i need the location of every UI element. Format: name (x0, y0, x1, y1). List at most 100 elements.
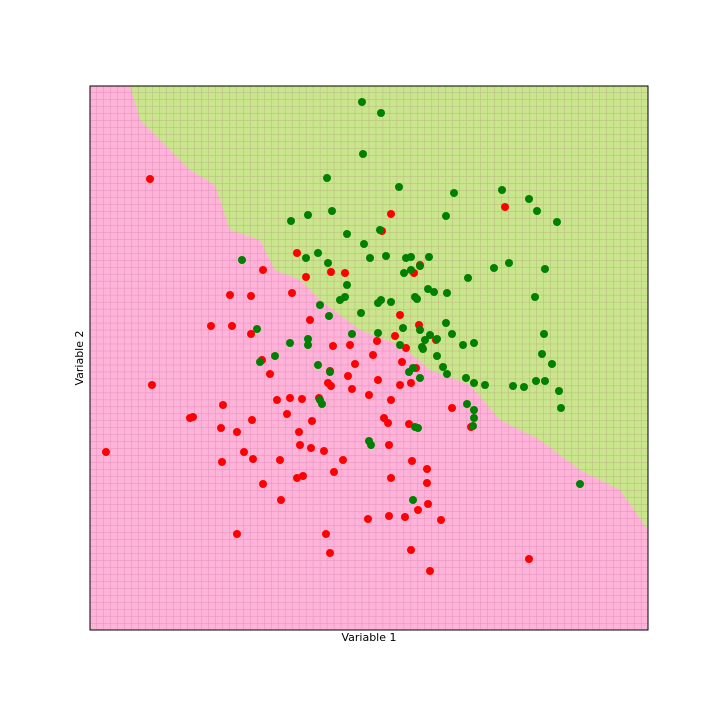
point (414, 424, 422, 432)
point (382, 252, 390, 260)
point (357, 309, 365, 317)
point (385, 512, 393, 520)
point (259, 266, 267, 274)
point (421, 336, 429, 344)
point (470, 379, 478, 387)
point (443, 370, 451, 378)
point (555, 387, 563, 395)
point (249, 455, 257, 463)
point (430, 288, 438, 296)
point (314, 361, 322, 369)
point (525, 195, 533, 203)
point (369, 351, 377, 359)
point (233, 428, 241, 436)
point (323, 174, 331, 182)
point (399, 324, 407, 332)
point (302, 254, 310, 262)
x-axis-label: Variable 1 (341, 631, 396, 644)
point (288, 289, 296, 297)
point (419, 345, 427, 353)
point (295, 428, 303, 436)
point (324, 259, 332, 267)
point (459, 341, 467, 349)
point (298, 395, 306, 403)
point (247, 330, 255, 338)
point (424, 285, 432, 293)
point (490, 264, 498, 272)
point (277, 496, 285, 504)
point (293, 249, 301, 257)
y-axis-label: Variable 2 (73, 330, 86, 385)
point (408, 457, 416, 465)
point (376, 226, 384, 234)
point (374, 376, 382, 384)
point (351, 360, 359, 368)
point (396, 381, 404, 389)
point (540, 330, 548, 338)
point (501, 203, 509, 211)
point (276, 456, 284, 464)
point (541, 265, 549, 273)
point (346, 341, 354, 349)
point (307, 444, 315, 452)
point (233, 530, 241, 538)
point (401, 513, 409, 521)
point (218, 458, 226, 466)
point (259, 480, 267, 488)
point (377, 109, 385, 117)
point (384, 419, 392, 427)
point (238, 256, 246, 264)
point (463, 400, 471, 408)
point (525, 555, 533, 563)
point (469, 422, 477, 430)
point (273, 396, 281, 404)
point (423, 465, 431, 473)
point (374, 329, 382, 337)
point (327, 382, 335, 390)
point (339, 456, 347, 464)
point (240, 448, 248, 456)
point (287, 217, 295, 225)
point (328, 207, 336, 215)
point (308, 417, 316, 425)
point (532, 377, 540, 385)
point (329, 342, 337, 350)
point (146, 175, 154, 183)
point (271, 352, 279, 360)
point (148, 381, 156, 389)
point (396, 341, 404, 349)
point (548, 360, 556, 368)
point (385, 441, 393, 449)
point (424, 500, 432, 508)
point (327, 268, 335, 276)
point (286, 339, 294, 347)
point (416, 262, 424, 270)
point (302, 273, 310, 281)
point (366, 254, 374, 262)
point (400, 269, 408, 277)
point (442, 319, 450, 327)
point (470, 406, 478, 414)
point (416, 326, 424, 334)
point (538, 350, 546, 358)
point (520, 383, 528, 391)
point (407, 253, 415, 261)
point (423, 479, 431, 487)
point (470, 339, 478, 347)
point (344, 372, 352, 380)
point (102, 448, 110, 456)
point (299, 472, 307, 480)
point (505, 259, 513, 267)
point (462, 374, 470, 382)
point (248, 416, 256, 424)
point (373, 337, 381, 345)
point (450, 189, 458, 197)
point (330, 468, 338, 476)
point (405, 420, 413, 428)
point (320, 447, 328, 455)
point (296, 441, 304, 449)
point (557, 404, 565, 412)
point (391, 332, 399, 340)
point (359, 150, 367, 158)
